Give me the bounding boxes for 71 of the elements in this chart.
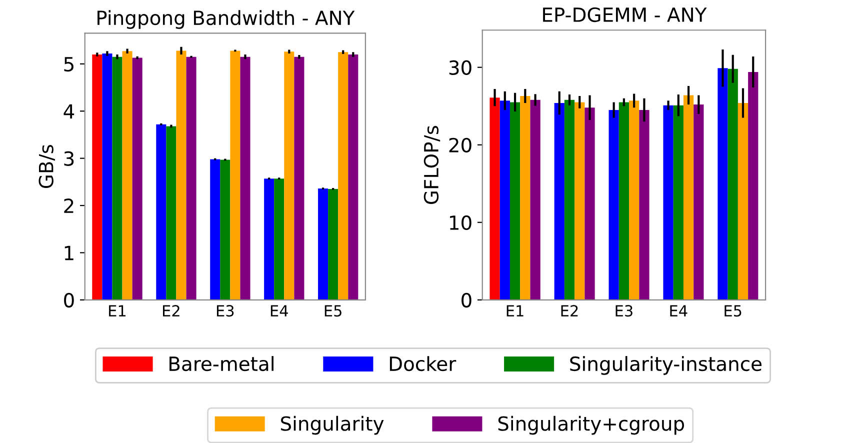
x-tick-label: E4 [670,305,688,316]
bar [694,104,704,300]
legend-label: Singularity+cgroup [498,416,684,435]
bar [264,178,274,300]
bar [92,54,102,300]
bar [274,178,284,300]
y-tick-label: 5 [64,57,74,72]
x-tick-label: E2 [561,305,578,316]
bar [748,72,758,300]
legend-label: Docker [390,356,456,372]
legend-label: Singularity [280,416,384,435]
bar [629,100,640,300]
bar [240,56,250,300]
x-tick-label: E3 [216,305,234,317]
bar [176,50,186,300]
x-tick-label: E3 [616,305,632,317]
bar [728,68,738,300]
bar [132,58,142,300]
chart-title: Pingpong Bandwidth - ANY [98,10,355,29]
bar [500,100,510,300]
bar [166,126,176,300]
y-tick-label: 30 [449,60,472,75]
bar [663,105,674,300]
bar [683,95,694,300]
y-tick-label: 3 [64,151,74,166]
x-tick-label: E5 [724,305,742,317]
bar [318,188,328,300]
y-tick-label: 20 [449,138,472,153]
chart-title: EP-DGEMM - ANY [543,7,707,22]
y-tick-label: 10 [450,215,472,230]
x-tick-label: E4 [270,305,288,316]
bar [564,100,575,300]
x-tick-label: E1 [506,305,524,316]
bar [618,102,630,300]
bar [574,102,585,300]
x-tick-label: E2 [163,305,180,316]
bar [673,105,684,300]
bar [584,108,595,300]
bar [122,51,132,300]
bar [348,54,358,300]
bar [112,56,122,300]
bar [338,52,348,300]
y-tick-label: 2 [64,198,74,213]
bar [520,96,530,300]
bar [490,98,500,300]
bar [510,102,520,300]
y-tick-label: 4 [64,104,74,118]
bar [210,159,220,300]
bar [554,103,564,300]
bar [639,110,650,300]
bar [102,54,112,300]
legend-label: Singularity-instance [570,356,762,375]
bar [328,188,338,300]
y-axis-title: GB/s [38,144,55,188]
y-tick-label: 0 [462,292,472,308]
bar [230,50,240,300]
bar [718,68,728,300]
y-tick-label: 0 [64,292,74,308]
bar [220,160,230,300]
bar [284,52,294,300]
bar [608,110,619,300]
x-tick-label: E1 [109,305,126,316]
bar [156,124,166,300]
legend-label: Bare-metal [170,356,274,372]
bar [186,56,196,300]
y-axis-title: GFLOP/s [424,126,440,204]
bar [294,56,304,300]
bar [738,103,748,300]
x-tick-label: E5 [324,305,342,317]
y-tick-label: 1 [64,246,74,260]
bar [530,100,540,300]
